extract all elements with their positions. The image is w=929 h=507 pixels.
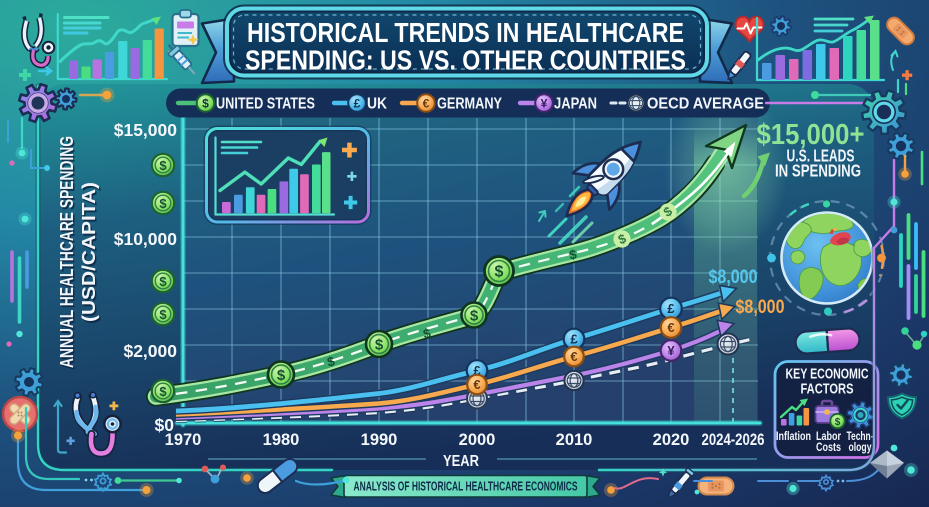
svg-text:€: € — [473, 377, 480, 392]
svg-text:(USD/CAPITA): (USD/CAPITA) — [79, 182, 99, 322]
svg-text:ANNUAL HEALTHCARE SPENDING: ANNUAL HEALTHCARE SPENDING — [57, 136, 77, 368]
svg-text:1980: 1980 — [263, 431, 300, 449]
svg-text:£: £ — [354, 96, 361, 110]
svg-text:FACTORS: FACTORS — [801, 382, 854, 398]
svg-text:¥: ¥ — [667, 343, 675, 358]
svg-text:$: $ — [277, 367, 286, 384]
svg-text:Labor: Labor — [816, 431, 841, 443]
svg-text:(USD/CAPITA): (USD/CAPITA) — [81, 184, 101, 324]
svg-text:$15,000: $15,000 — [114, 120, 178, 140]
svg-text:$: $ — [159, 307, 167, 322]
svg-text:1970: 1970 — [165, 431, 202, 449]
svg-text:$15,000+: $15,000+ — [757, 119, 865, 151]
svg-text:£: £ — [667, 301, 675, 316]
svg-text:£: £ — [473, 363, 481, 378]
svg-text:GERMANY: GERMANY — [437, 96, 502, 113]
svg-text:€: € — [570, 349, 577, 364]
svg-text:2010: 2010 — [556, 431, 593, 449]
svg-text:2000: 2000 — [459, 431, 496, 449]
svg-text:¥: ¥ — [541, 96, 548, 110]
svg-text:$: $ — [375, 337, 384, 354]
svg-text:Costs: Costs — [816, 442, 841, 454]
svg-text:$0: $0 — [155, 415, 175, 435]
svg-text:$: $ — [159, 384, 167, 399]
svg-text:U.S. LEADS: U.S. LEADS — [787, 146, 855, 166]
svg-text:Inflation: Inflation — [776, 431, 811, 443]
svg-text:$: $ — [495, 264, 504, 281]
svg-text:£: £ — [570, 332, 578, 347]
svg-text:$10,000: $10,000 — [114, 229, 178, 249]
svg-text:UK: UK — [367, 96, 387, 113]
svg-text:JAPAN: JAPAN — [554, 96, 597, 113]
svg-text:YEAR: YEAR — [443, 453, 479, 470]
svg-text:2024-2026: 2024-2026 — [702, 431, 765, 449]
svg-text:Techn-: Techn- — [847, 431, 874, 443]
svg-text:$: $ — [326, 353, 337, 369]
svg-text:HISTORICAL TRENDS IN HEALTHCAR: HISTORICAL TRENDS IN HEALTHCARE — [247, 17, 684, 48]
svg-text:$8,000: $8,000 — [736, 297, 785, 318]
svg-text:OECD AVERAGE: OECD AVERAGE — [647, 96, 764, 113]
svg-text:€: € — [423, 96, 430, 110]
svg-text:$2,000: $2,000 — [123, 341, 177, 361]
svg-text:$8,000: $8,000 — [709, 267, 758, 288]
svg-text:$: $ — [422, 325, 433, 341]
svg-text:$: $ — [568, 246, 578, 262]
svg-text:ANNUAL HEALTHCARE SPENDING: ANNUAL HEALTHCARE SPENDING — [59, 138, 79, 370]
svg-text:$: $ — [159, 158, 167, 173]
svg-text:$: $ — [835, 417, 841, 428]
svg-text:$: $ — [470, 308, 479, 325]
svg-text:$: $ — [202, 96, 209, 110]
svg-text:2020: 2020 — [653, 431, 690, 449]
svg-text:$: $ — [159, 196, 167, 211]
svg-text:UNITED STATES: UNITED STATES — [216, 96, 315, 113]
svg-text:KEY ECONOMIC: KEY ECONOMIC — [786, 367, 869, 383]
svg-text:ANALYSIS OF HISTORICAL HEALTHC: ANALYSIS OF HISTORICAL HEALTHCARE ECONOM… — [354, 480, 578, 494]
svg-text:SPENDING: US VS. OTHER COUNTRI: SPENDING: US VS. OTHER COUNTRIES — [245, 45, 686, 76]
svg-text:ology: ology — [849, 442, 872, 454]
svg-text:€: € — [667, 320, 674, 335]
svg-text:1990: 1990 — [361, 431, 398, 449]
svg-text:IN SPENDING: IN SPENDING — [775, 161, 861, 181]
svg-text:$: $ — [159, 274, 167, 289]
